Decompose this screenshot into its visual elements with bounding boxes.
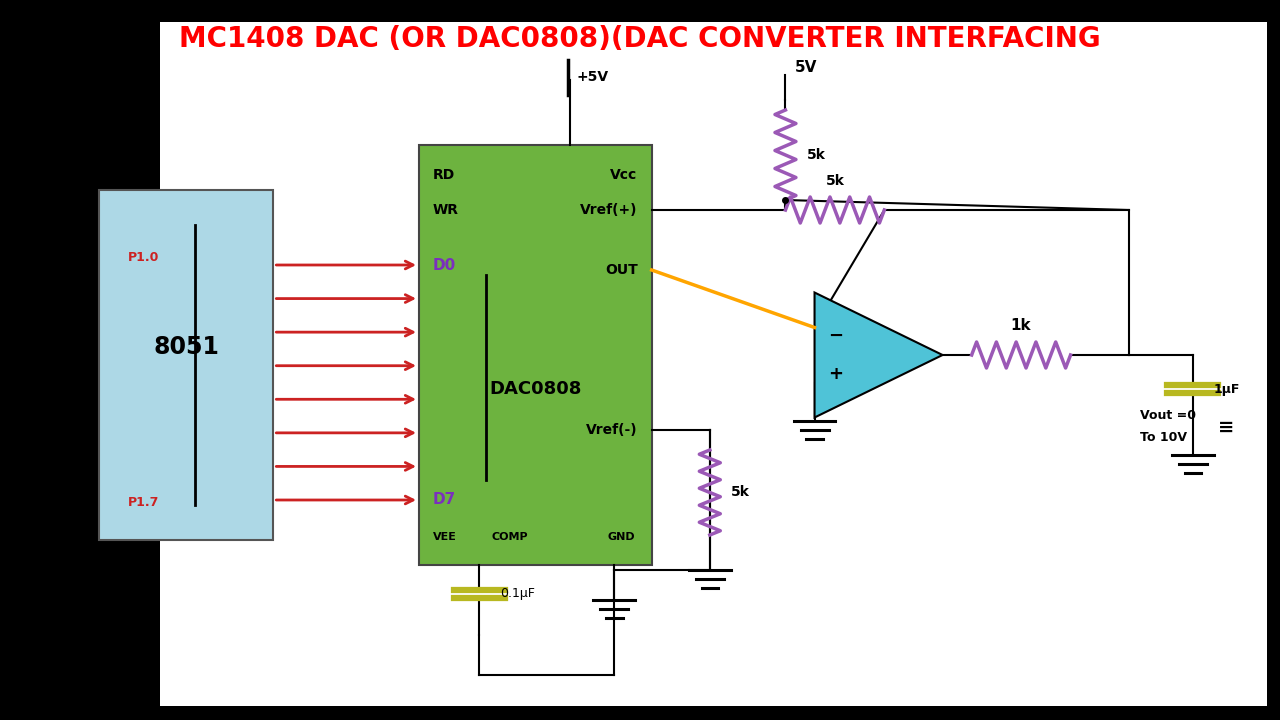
Text: MC1408 DAC (OR DAC0808)(DAC CONVERTER INTERFACING: MC1408 DAC (OR DAC0808)(DAC CONVERTER IN… [179, 25, 1101, 53]
Text: 5k: 5k [731, 485, 750, 500]
Text: Vref(-): Vref(-) [586, 423, 637, 437]
Text: WR: WR [433, 203, 458, 217]
Text: +: + [828, 365, 844, 383]
Polygon shape [814, 292, 942, 418]
Text: 5k: 5k [806, 148, 826, 162]
FancyBboxPatch shape [419, 145, 652, 565]
Text: OUT: OUT [605, 263, 637, 277]
Text: Vout =0: Vout =0 [1140, 408, 1197, 421]
Text: 5V: 5V [795, 60, 817, 74]
Text: P1.7: P1.7 [128, 497, 160, 510]
Text: 0.1µF: 0.1µF [500, 588, 535, 600]
Text: DAC0808: DAC0808 [489, 379, 581, 397]
Text: 1µF: 1µF [1213, 382, 1240, 395]
Text: To 10V: To 10V [1140, 431, 1188, 444]
FancyBboxPatch shape [99, 190, 274, 540]
Text: D0: D0 [433, 258, 456, 272]
Text: 8051: 8051 [154, 336, 219, 359]
Text: RD: RD [433, 168, 456, 182]
Text: 5k: 5k [826, 174, 845, 188]
Text: +5V: +5V [576, 70, 608, 84]
Text: GND: GND [608, 532, 635, 542]
Text: VEE: VEE [433, 532, 457, 542]
Text: COMP: COMP [492, 532, 527, 542]
Text: Vref(+): Vref(+) [580, 203, 637, 217]
Text: −: − [828, 327, 844, 345]
Text: P1.0: P1.0 [128, 251, 160, 264]
Text: ≡: ≡ [1219, 418, 1235, 436]
Text: Vcc: Vcc [611, 168, 637, 182]
Text: D7: D7 [433, 492, 456, 508]
Text: 1k: 1k [1010, 318, 1030, 333]
